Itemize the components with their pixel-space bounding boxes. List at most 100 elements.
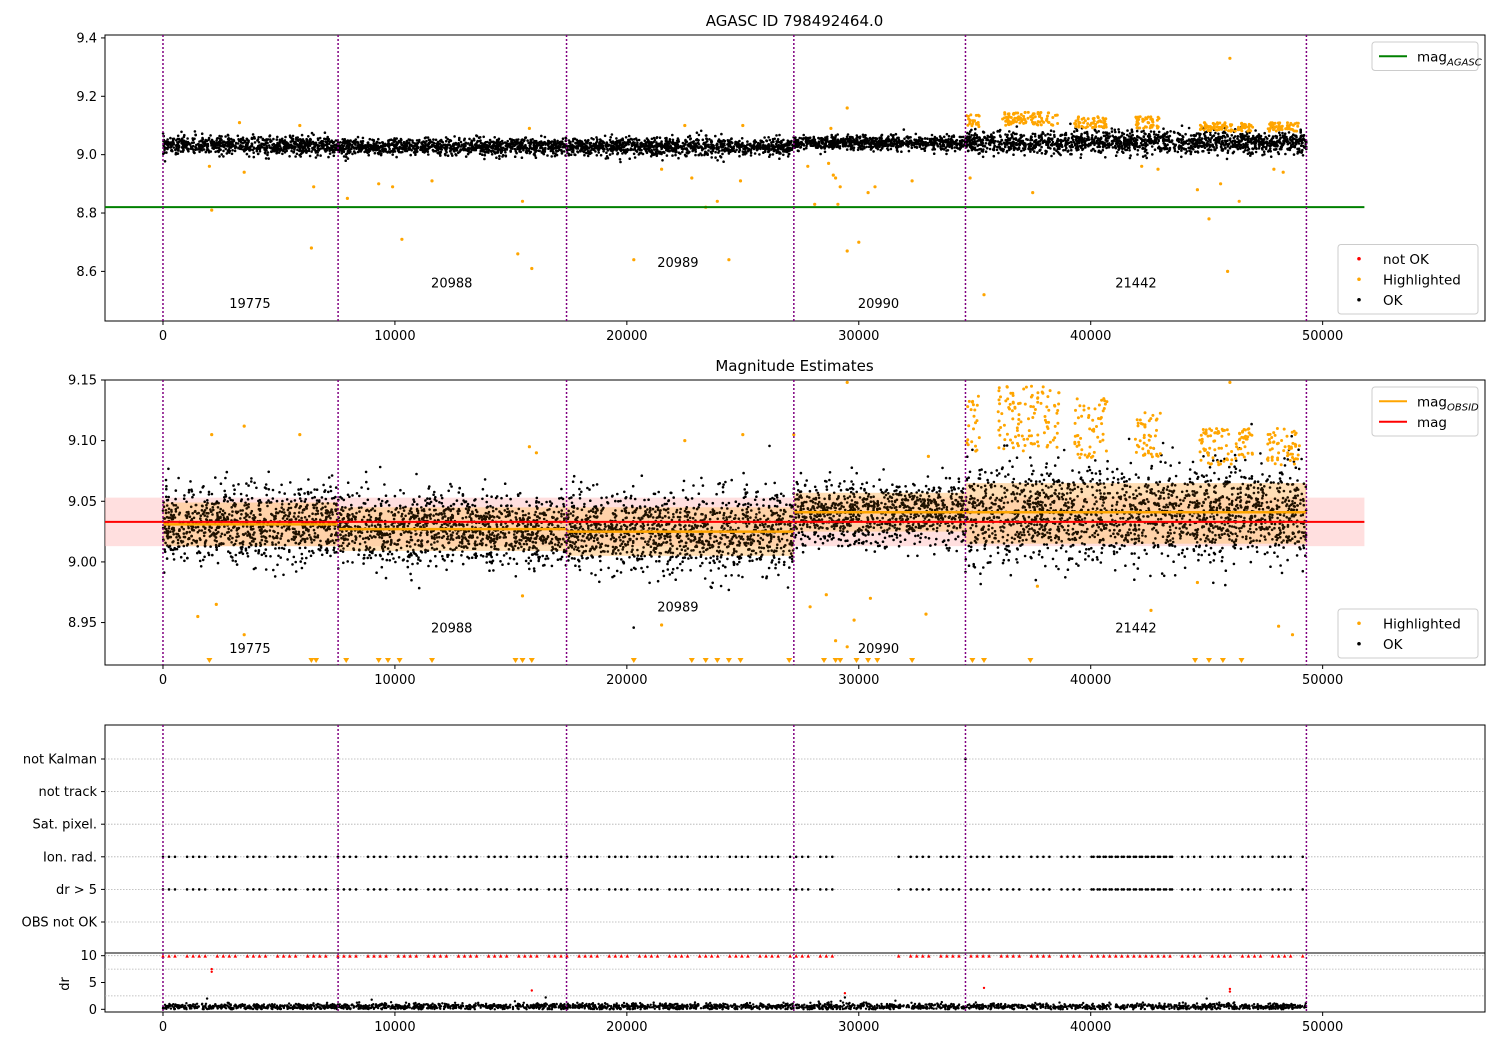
ok-point	[984, 150, 988, 153]
ok-point	[241, 136, 245, 139]
ok-point	[200, 147, 203, 150]
ok-point	[691, 146, 695, 150]
ok-point	[1136, 149, 1140, 152]
ok-point	[1222, 142, 1225, 146]
ok-point	[1198, 138, 1202, 142]
ok-point	[475, 142, 478, 145]
ok-point	[1040, 151, 1044, 155]
ok-point	[1112, 139, 1115, 142]
ok-point	[797, 149, 800, 153]
ok-point	[179, 150, 183, 153]
ok-point	[586, 149, 590, 153]
ok-point	[1216, 154, 1219, 157]
ok-point	[1138, 144, 1141, 148]
ok-point	[215, 146, 218, 150]
ok-point	[411, 139, 414, 142]
ok-point	[1292, 137, 1295, 140]
ok-point	[723, 139, 727, 143]
ok-point	[340, 152, 344, 155]
ok-point	[519, 145, 522, 148]
ok-point	[495, 156, 498, 159]
ok-point	[905, 142, 909, 146]
ok-point	[683, 153, 687, 157]
ok-point	[1264, 147, 1268, 151]
ok-point	[453, 142, 456, 145]
ok-point	[164, 140, 168, 143]
ok-point	[293, 141, 297, 144]
ok-point	[903, 141, 906, 145]
ok-point	[1145, 156, 1148, 160]
ok-point	[466, 149, 470, 152]
ok-point	[417, 140, 421, 144]
ok-point	[472, 139, 476, 142]
ok-point	[266, 141, 269, 145]
ok-point	[992, 148, 996, 152]
ok-point	[508, 137, 512, 141]
ok-point	[1149, 130, 1153, 133]
ok-point	[823, 143, 826, 147]
ok-point	[426, 147, 430, 151]
ok-point	[383, 144, 387, 148]
ok-point	[291, 134, 295, 138]
ok-point	[633, 138, 636, 141]
ok-point	[527, 149, 531, 153]
ok-point	[211, 146, 214, 150]
ok-point	[605, 141, 609, 144]
ok-point	[275, 138, 279, 141]
ok-point	[616, 151, 620, 155]
ok-point	[497, 144, 501, 148]
ok-point	[586, 154, 590, 158]
ok-point	[592, 142, 595, 146]
ok-point	[1186, 142, 1190, 146]
ok-point	[397, 140, 401, 144]
ok-point	[810, 139, 814, 142]
ok-point	[741, 153, 745, 156]
ok-point	[184, 146, 187, 149]
ok-point	[875, 140, 878, 143]
ok-point	[252, 146, 256, 149]
ok-point	[772, 146, 775, 149]
ok-point	[1262, 150, 1266, 153]
ok-point	[823, 147, 826, 150]
ok-point	[749, 154, 753, 157]
ok-point	[439, 138, 443, 142]
ok-point	[597, 151, 600, 154]
ok-point	[544, 143, 547, 146]
ok-point	[660, 140, 663, 143]
ok-point	[524, 143, 527, 147]
ok-point	[519, 150, 523, 154]
ok-point	[700, 153, 703, 157]
ok-point	[364, 148, 368, 152]
ok-point	[315, 149, 319, 153]
ok-point	[852, 146, 856, 149]
ok-point	[869, 143, 872, 147]
ok-point	[1302, 144, 1305, 148]
ok-point	[610, 149, 614, 152]
ok-point	[1086, 132, 1089, 136]
ok-point	[768, 155, 771, 158]
ok-point	[1169, 130, 1172, 133]
ok-point	[451, 154, 454, 157]
ok-point	[178, 137, 181, 141]
ok-point	[1053, 135, 1056, 139]
ok-point	[603, 134, 607, 138]
ok-point	[228, 145, 231, 149]
ok-point	[172, 137, 176, 141]
ok-point	[771, 140, 775, 143]
ok-point	[778, 157, 781, 160]
ok-point	[470, 139, 474, 142]
ok-point	[595, 154, 599, 157]
ok-point	[1150, 145, 1154, 148]
ok-point	[1005, 150, 1008, 154]
ok-point	[207, 136, 211, 140]
ok-point	[1296, 147, 1299, 151]
ok-point	[726, 143, 729, 146]
ok-point	[197, 143, 201, 147]
ok-point	[604, 157, 608, 160]
ok-point	[846, 144, 850, 148]
ok-point	[1278, 141, 1282, 144]
ok-point	[540, 134, 543, 138]
ok-point	[460, 143, 464, 146]
ok-point	[436, 143, 439, 147]
ok-point	[883, 139, 887, 143]
